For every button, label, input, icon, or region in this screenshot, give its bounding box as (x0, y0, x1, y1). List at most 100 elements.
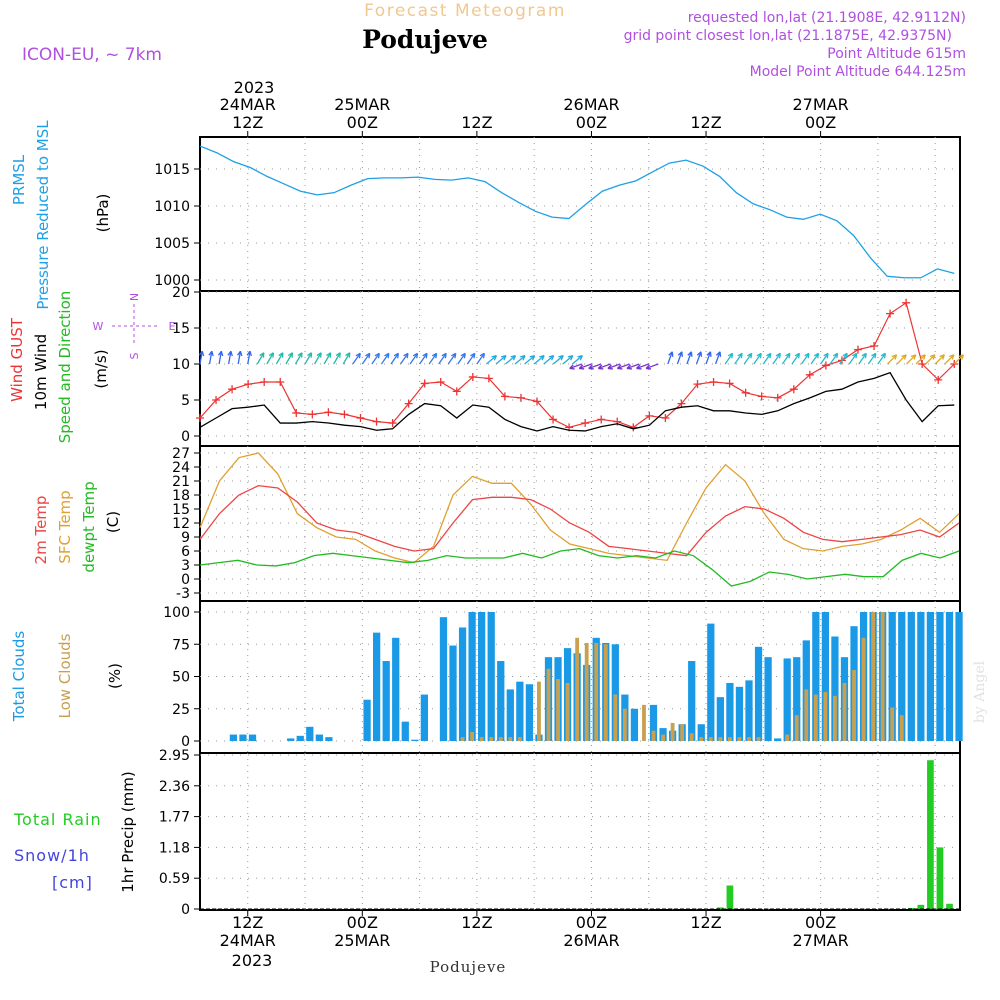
low-cloud-bar (852, 670, 856, 741)
ytick-label: 1015 (154, 162, 190, 178)
ytick-label: 25 (172, 702, 190, 718)
low-cloud-bar (842, 682, 847, 741)
total-cloud-bar (754, 646, 763, 741)
gust-marker (212, 396, 221, 404)
model-name: ICON-EU, ~ 7km (22, 45, 162, 65)
gust-marker (677, 399, 686, 408)
wind-arrow-shaft (877, 352, 886, 365)
gust-marker (533, 397, 542, 406)
wind-arrow-head (880, 352, 886, 359)
low-cloud-bar (622, 708, 627, 741)
gust-marker (581, 419, 590, 428)
gust-marker (693, 380, 702, 389)
wind-arrow-head (901, 354, 907, 360)
wind-arrow-shaft (734, 352, 743, 365)
gust-marker (308, 410, 317, 419)
wind-direction-arrow (676, 351, 683, 365)
wind-direction-arrow (781, 352, 791, 365)
wind-arrow-shaft (858, 352, 867, 365)
wind-arrow-head (920, 354, 926, 360)
top-tick-hour: 12Z (232, 113, 263, 132)
wind-arrow-shaft (772, 352, 781, 365)
gust-marker (661, 414, 670, 422)
total-cloud-bar (812, 612, 820, 741)
wind-direction-arrow (514, 355, 526, 365)
wind-arrow-head (687, 351, 693, 357)
wind-arrow-shaft (228, 351, 232, 365)
wind-arrow-shaft (333, 352, 341, 365)
wind-arrow-shaft (390, 352, 399, 365)
wind-arrow-head (607, 364, 613, 370)
wind-arrow-shaft (352, 352, 361, 365)
top-tick-day: 26MAR (563, 95, 619, 114)
gust-marker (918, 360, 927, 368)
bottom-tick-hour: 12Z (232, 913, 263, 932)
pressure-line (199, 145, 955, 279)
top-tick-hour: 12Z (690, 113, 721, 132)
ytick-label: 15 (172, 502, 190, 518)
wind-direction-arrow (714, 351, 722, 365)
requested-coords: requested lon,lat (21.1908E, 42.9112N) (688, 10, 966, 26)
location-title: Podujeve (362, 25, 488, 54)
gust-marker (452, 387, 461, 396)
wind-arrow-head (746, 352, 753, 359)
wind-direction-arrow (361, 352, 371, 365)
wind-arrow-head (715, 351, 722, 357)
wind-arrow-shaft (829, 352, 839, 365)
low-cloud-bar (642, 704, 646, 741)
wind-direction-arrow (724, 352, 734, 365)
cloud-panel: Total Clouds Low Clouds (%) (10, 631, 124, 723)
wind-direction-arrow (399, 352, 409, 365)
ytick-label: 1010 (154, 199, 190, 215)
low-cloud-bar (489, 737, 494, 741)
bottom-tick-day: 27MAR (792, 931, 848, 950)
wind-panel: Wind GUST 10m Wind Speed and Direction (… (8, 291, 176, 444)
wind-arrow-shaft (714, 351, 721, 365)
bottom-tick-hour: 12Z (461, 913, 492, 932)
total-cloud-bar (287, 738, 295, 741)
wind-direction-arrow (486, 355, 497, 365)
total-cloud-bar (898, 612, 906, 741)
wind-arrow-head (929, 354, 936, 360)
gust-marker (340, 410, 349, 419)
total-cloud-bar (458, 627, 467, 741)
wind-arrow-head (278, 352, 284, 358)
compass-west: W (93, 320, 104, 333)
wind-arrow-shaft (323, 352, 332, 365)
low-cloud-bar (699, 737, 704, 741)
wind-direction-arrow (524, 355, 536, 365)
total-cloud-bar (363, 699, 371, 741)
wind-arrow-shaft (588, 363, 602, 370)
gust-marker (870, 342, 879, 350)
wind-direction-arrow (466, 352, 476, 365)
wind-direction-arrow (578, 363, 592, 370)
wind-direction-arrow (705, 351, 712, 365)
wind-arrow-shaft (533, 355, 545, 365)
wind-direction-arrow (543, 355, 555, 365)
low-cloud-bar (689, 733, 694, 741)
temp-2m-line (199, 484, 960, 557)
ytick-label: 18 (172, 488, 190, 504)
compass-south: S (128, 352, 141, 359)
wind-arrow-shaft (514, 355, 526, 365)
wind-arrow-shaft (944, 354, 955, 365)
low-cloud-bar (680, 724, 685, 741)
wind-arrow-shaft (314, 352, 322, 365)
wind-arrow-head (246, 350, 252, 357)
ytick-label: 5 (181, 393, 190, 409)
wind-arrow-shaft (466, 352, 476, 365)
low-cloud-bar (890, 707, 895, 741)
rain-bar (907, 907, 915, 909)
wind-direction-arrow (743, 352, 753, 365)
wind-arrow-shaft (848, 352, 858, 365)
wind-arrow-shaft (524, 355, 535, 365)
total-cloud-bar (688, 661, 696, 741)
wind-direction-arrow (867, 352, 877, 365)
wind-direction-arrow (607, 363, 621, 370)
total-cloud-bar (296, 735, 304, 741)
gust-marker (805, 370, 814, 379)
wind-arrow-shaft (953, 354, 964, 365)
wind-arrow-shaft (562, 355, 574, 365)
wind-arrow-shaft (762, 352, 772, 365)
precip-title: 1hr Precip (mm) (119, 771, 137, 892)
